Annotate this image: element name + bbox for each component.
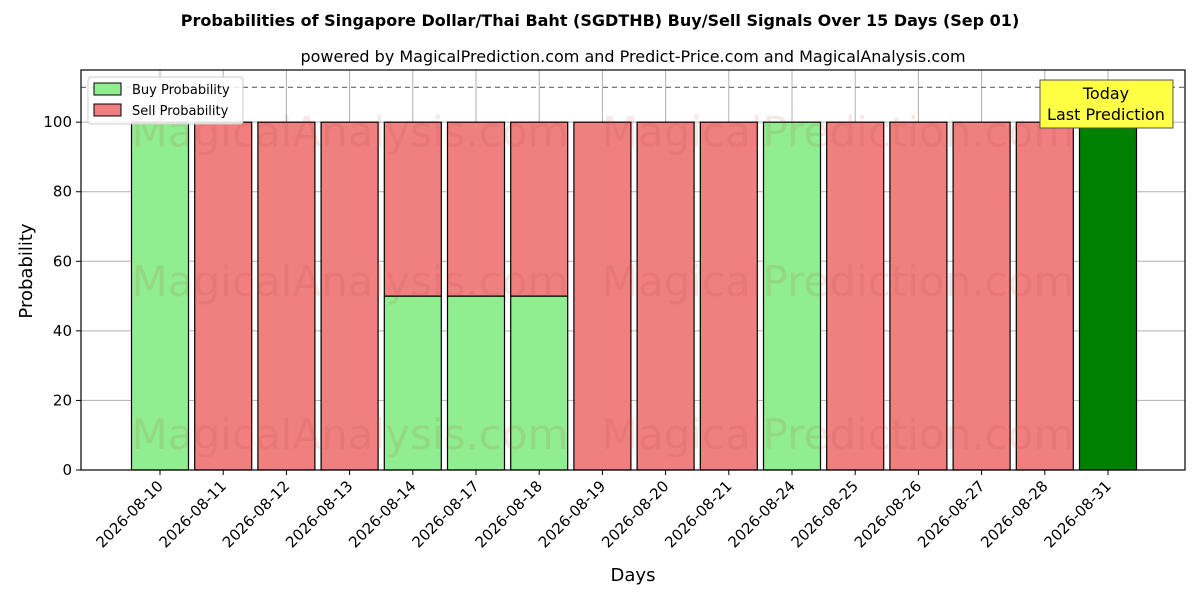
watermark-text: MagicalAnalysis.com (132, 257, 569, 306)
watermark-text: MagicalAnalysis.com (132, 410, 569, 459)
x-tick-label: 2026-08-13 (282, 477, 356, 551)
bar-sell (573, 121, 632, 471)
x-tick-labels: 2026-08-102026-08-112026-08-122026-08-13… (92, 470, 1115, 551)
y-tick-label: 0 (62, 461, 72, 479)
y-tick-label: 20 (53, 391, 72, 409)
x-tick-label: 2026-08-27 (914, 477, 988, 551)
axes (80, 69, 1186, 471)
x-tick-label: 2026-08-14 (345, 477, 419, 551)
today-annotation-line2: Last Prediction (1047, 105, 1165, 124)
x-tick-label: 2026-08-25 (788, 477, 862, 551)
legend-label-buy: Buy Probability (132, 83, 230, 98)
bar-sell (636, 121, 695, 471)
chart-title: Probabilities of Singapore Dollar/Thai B… (181, 11, 1020, 30)
plot-frame (80, 69, 1186, 471)
y-tick-labels: 0 20 40 60 80 100 (43, 113, 81, 479)
x-tick-label: 2026-08-12 (219, 477, 293, 551)
bar-buy (383, 295, 442, 471)
bar-sell (699, 121, 758, 471)
y-tick-label: 40 (53, 322, 72, 340)
legend-label-sell: Sell Probability (132, 104, 229, 119)
x-tick-label: 2026-08-11 (156, 477, 230, 551)
y-tick-label: 100 (43, 113, 72, 131)
x-tick-label: 2026-08-20 (598, 477, 672, 551)
y-tick-label: 80 (53, 183, 72, 201)
legend-box (87, 76, 244, 125)
y-axis-label: Probability (16, 223, 37, 318)
bar-buy (762, 121, 822, 471)
bars (130, 121, 1138, 471)
bar-buy (510, 295, 569, 471)
x-tick-label: 2026-08-19 (535, 477, 609, 551)
bar-sell (383, 121, 442, 297)
x-tick-label: 2026-08-31 (1040, 477, 1114, 551)
x-tick-label: 2026-08-17 (408, 477, 482, 551)
legend: Buy Probability Sell Probability (87, 76, 244, 125)
bar-buy-today (1078, 121, 1138, 471)
bar-sell (889, 121, 948, 471)
watermark-text: MagicalPrediction.com (602, 410, 1075, 459)
x-tick-label: 2026-08-18 (472, 477, 546, 551)
chart-subtitle: powered by MagicalPrediction.com and Pre… (300, 47, 965, 66)
today-annotation-line1: Today (1082, 84, 1129, 103)
bar-sell (320, 121, 379, 471)
x-tick-label: 2026-08-26 (851, 477, 925, 551)
x-tick-label: 2026-08-28 (977, 477, 1051, 551)
y-tick-label: 60 (53, 252, 72, 270)
bar-sell (952, 121, 1011, 471)
watermark-text: MagicalPrediction.com (602, 108, 1075, 157)
legend-swatch-sell (93, 103, 122, 117)
x-tick-label: 2026-08-21 (661, 477, 735, 551)
x-axis-label: Days (611, 565, 656, 586)
x-tick-label: 2026-08-10 (92, 477, 166, 551)
today-annotation-box (1039, 79, 1174, 129)
bar-sell (826, 121, 885, 471)
today-annotation: Today Last Prediction (1039, 79, 1174, 129)
bar-sell (257, 121, 316, 471)
bar-sell (1015, 121, 1074, 471)
bar-buy (446, 295, 506, 471)
legend-swatch-buy (93, 82, 122, 96)
bar-sell (510, 121, 569, 297)
x-tick-label: 2026-08-24 (724, 477, 798, 551)
watermark-text: MagicalPrediction.com (602, 257, 1075, 306)
bar-sell (446, 121, 506, 297)
